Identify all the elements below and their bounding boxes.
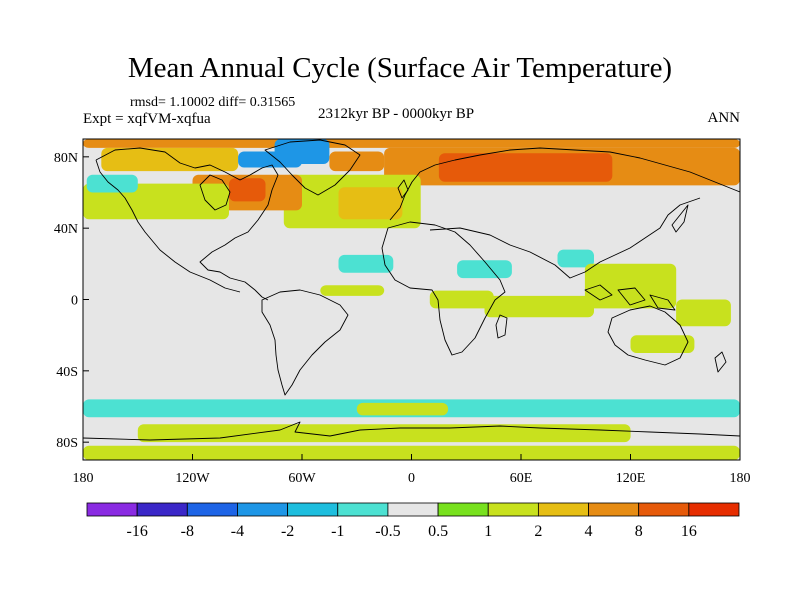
map-axis-ticks: 80N 40N 0 40S 80S 180 120W 60W 0 60E 120E 180	[54, 151, 751, 486]
colorbar-label: -4	[231, 523, 244, 540]
colorbar-label: 0.5	[428, 523, 448, 540]
coastline-europe-asia	[389, 147, 740, 221]
x-tick-label: 60W	[288, 471, 316, 486]
anomaly-region	[137, 424, 631, 443]
anomaly-region	[429, 290, 494, 309]
colorbar-swatch	[86, 502, 138, 517]
anomaly-region	[274, 139, 330, 164]
coastline-africa	[381, 221, 506, 356]
colorbar-swatch	[136, 502, 188, 517]
x-tick-label: 120W	[175, 471, 210, 486]
x-tick-label: 0	[408, 471, 415, 486]
colorbar-swatch	[337, 502, 389, 517]
anomaly-region	[83, 445, 740, 460]
experiment-label: Expt = xqfVM-xqfua	[83, 111, 211, 127]
anomaly-field	[83, 139, 740, 460]
y-tick-label: 80S	[56, 436, 78, 451]
coastline-antarctica	[83, 421, 740, 441]
anomaly-region	[83, 139, 740, 148]
anomaly-region	[676, 299, 731, 327]
anomaly-region	[229, 178, 266, 202]
anomaly-region	[338, 254, 394, 273]
colorbar-label: -8	[181, 523, 194, 540]
anomaly-region	[457, 260, 512, 279]
colorbar-swatch	[186, 502, 238, 517]
coastline-south-america	[261, 289, 349, 396]
colorbar-swatch	[387, 502, 439, 517]
anomaly-region	[83, 183, 229, 220]
y-tick-label: 40S	[56, 365, 78, 380]
anomaly-region	[320, 285, 385, 296]
x-tick-label: 60E	[510, 471, 533, 486]
coastline-north-america	[95, 147, 279, 301]
colorbar-label: 2	[534, 523, 542, 540]
colorbar-label: 16	[681, 523, 697, 540]
figure-title: Mean Annual Cycle (Surface Air Temperatu…	[127, 52, 673, 84]
y-tick-label: 80N	[54, 151, 78, 166]
colorbar-label: 8	[635, 523, 643, 540]
coastline-australia	[607, 305, 689, 366]
colorbar-swatch	[537, 502, 589, 517]
colorbar-swatch	[437, 502, 489, 517]
colorbar-label: 1	[484, 523, 492, 540]
anomaly-region	[630, 335, 695, 353]
anomaly-region	[86, 174, 138, 193]
coastline-greenland	[264, 139, 361, 196]
period-label: 2312kyr BP - 0000kyr BP	[318, 106, 475, 122]
y-tick-label: 40N	[54, 222, 78, 237]
anomaly-region	[438, 153, 613, 182]
coastline-indonesia	[584, 284, 676, 311]
anomaly-region	[101, 147, 239, 172]
anomaly-region	[329, 151, 385, 172]
anomaly-region	[557, 249, 594, 268]
anomaly-region	[484, 295, 594, 318]
colorbar-label: -1	[331, 523, 344, 540]
coastline-hudson-bay	[199, 174, 231, 211]
x-tick-label: 180	[730, 471, 751, 486]
coastline-north-america-west	[95, 159, 241, 293]
colorbar-swatch	[688, 502, 740, 517]
colorbar-swatch	[588, 502, 640, 517]
season-label: ANN	[707, 110, 741, 126]
stats-text: rmsd= 1.10002 diff= 0.31565	[130, 95, 296, 110]
x-tick-label: 120E	[616, 471, 646, 486]
anomaly-region	[584, 263, 677, 309]
coastline-uk	[397, 179, 409, 199]
colorbar: -16 -8 -4 -2 -1 -0.5 0.5 1 2 4 8 16	[86, 502, 740, 540]
coastline-madagascar	[495, 314, 508, 339]
x-tick-label: 180	[73, 471, 94, 486]
colorbar-swatch	[638, 502, 690, 517]
coastline-new-zealand	[714, 351, 727, 373]
colorbar-label: -2	[281, 523, 294, 540]
colorbar-label: -16	[126, 523, 147, 540]
y-tick-label: 0	[71, 294, 78, 309]
colorbar-label: 4	[585, 523, 593, 540]
colorbar-swatch	[487, 502, 539, 517]
colorbar-label: -0.5	[375, 523, 400, 540]
coastline-asia-south	[429, 197, 701, 279]
colorbar-swatch	[287, 502, 339, 517]
coastlines	[83, 139, 740, 441]
anomaly-region	[356, 402, 449, 416]
coastline-japan	[671, 204, 689, 233]
colorbar-swatch	[237, 502, 289, 517]
anomaly-region	[338, 187, 403, 220]
